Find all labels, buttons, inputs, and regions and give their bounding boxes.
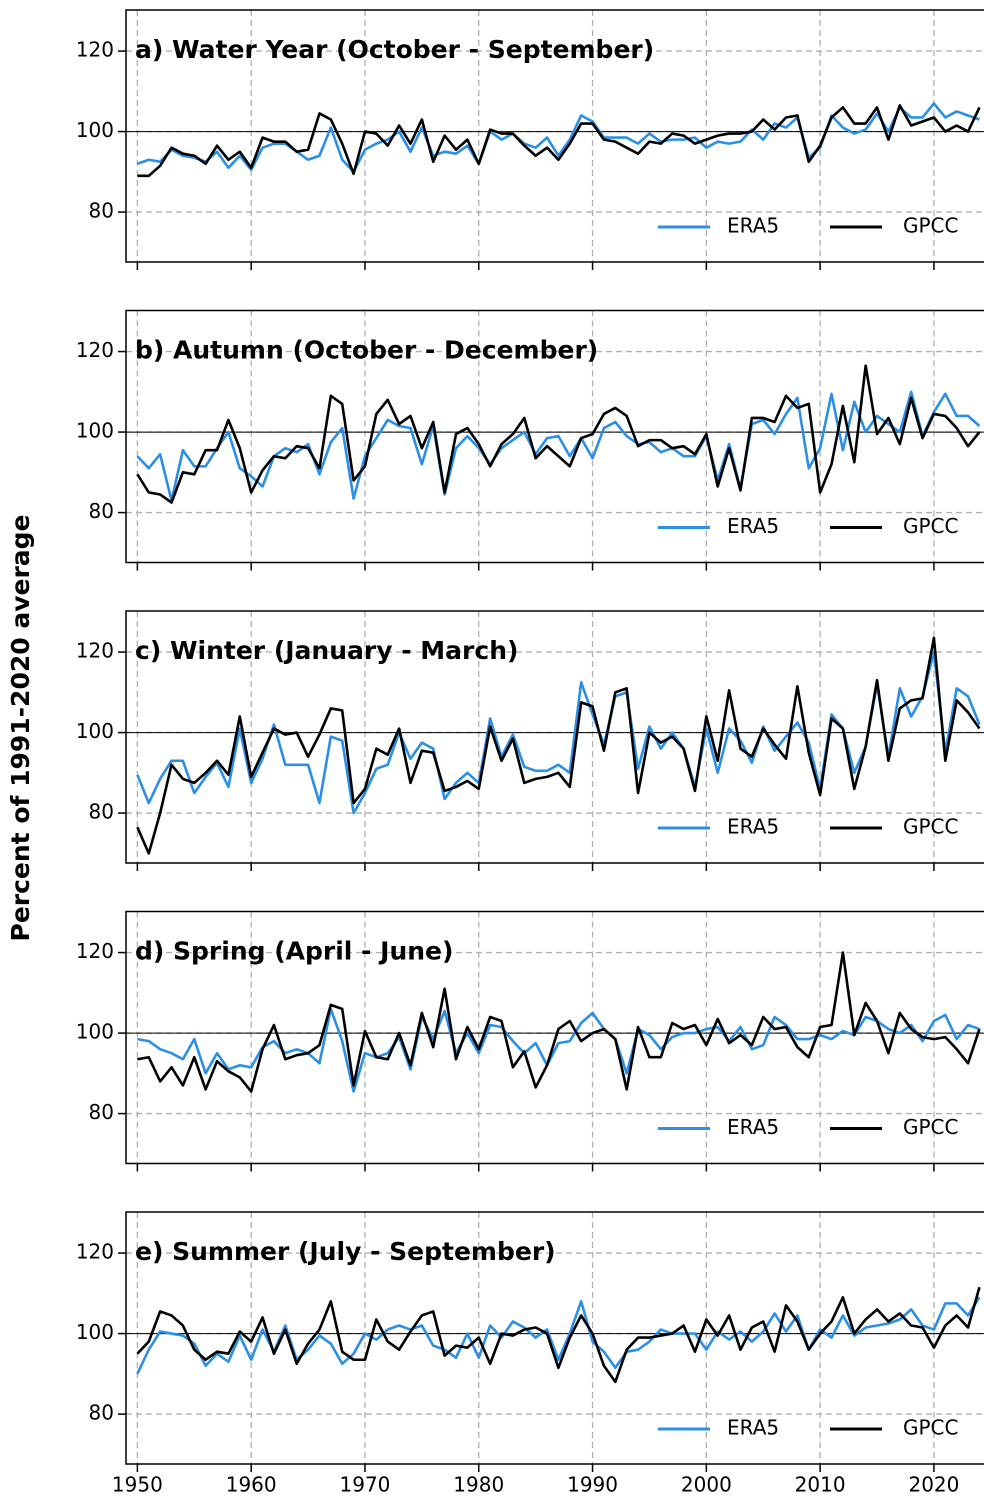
series-line — [136, 1296, 981, 1375]
y-tick-label: 120 — [76, 639, 114, 663]
legend-label: GPCC — [903, 815, 959, 839]
series-line — [136, 390, 981, 502]
x-tick-label: 1990 — [567, 1473, 618, 1497]
series-line — [137, 951, 981, 1093]
axes-frame — [125, 1211, 984, 1465]
y-tick-label: 100 — [76, 118, 114, 142]
y-tick-label: 100 — [76, 719, 114, 743]
y-axis-label: Percent of 1991-2020 average — [6, 514, 35, 941]
x-tick-label: 1970 — [340, 1473, 391, 1497]
y-tick-label: 80 — [89, 1100, 114, 1124]
panel-title: a) Water Year (October - September) — [135, 35, 654, 64]
panel-title: c) Winter (January - March) — [135, 636, 518, 665]
y-tick-label: 80 — [89, 800, 114, 824]
legend-label: ERA5 — [727, 514, 779, 538]
panel: 80 100 120 a) Water Year (October - Septemb… — [76, 9, 984, 270]
legend-label: ERA5 — [727, 1115, 779, 1139]
axes-frame — [125, 910, 984, 1165]
panel: 80 100 120 b) Autumn (October - December) ER… — [76, 309, 984, 571]
panel-title: b) Autumn (October - December) — [135, 336, 598, 365]
panel-title: e) Summer (July - September) — [135, 1237, 556, 1266]
panel: 80 100 120 d) Spring (April - June) ERA5 GPCC — [76, 910, 984, 1172]
y-tick-label: 120 — [76, 1240, 114, 1264]
y-tick-label: 80 — [89, 199, 114, 223]
axes-frame — [125, 610, 984, 864]
x-tick-label: 1980 — [453, 1473, 504, 1497]
legend-label: GPCC — [903, 1416, 959, 1440]
y-tick-label: 80 — [89, 1401, 114, 1425]
legend-label: GPCC — [903, 514, 959, 538]
y-tick-label: 80 — [89, 499, 114, 523]
series-line — [136, 636, 981, 855]
y-tick-label: 100 — [76, 419, 114, 443]
series-line — [136, 364, 981, 504]
y-tick-label: 120 — [76, 939, 114, 963]
panel: 80 100 120 c) Winter (January - March) ERA5 G… — [76, 610, 984, 871]
axes-frame — [125, 9, 984, 263]
y-tick-label: 100 — [76, 1020, 114, 1044]
axes-frame — [125, 309, 984, 564]
x-tick-label: 2000 — [681, 1473, 732, 1497]
series-line — [137, 1007, 980, 1093]
legend-label: ERA5 — [727, 214, 779, 238]
legend-label: GPCC — [903, 1115, 959, 1139]
panel-title: d) Spring (April - June) — [135, 937, 453, 966]
series-line — [137, 104, 981, 178]
legend-label: ERA5 — [727, 1416, 779, 1440]
legend-label: ERA5 — [727, 815, 779, 839]
x-tick-label: 2020 — [908, 1473, 959, 1497]
series-line — [136, 102, 980, 174]
y-tick-label: 120 — [76, 338, 114, 362]
y-tick-label: 100 — [76, 1320, 114, 1344]
y-tick-label: 120 — [76, 38, 114, 62]
x-tick-label: 1950 — [112, 1473, 163, 1497]
x-tick-label: 2010 — [795, 1473, 846, 1497]
legend-label: GPCC — [903, 214, 959, 238]
x-tick-label: 1960 — [226, 1473, 277, 1497]
series-line — [136, 1286, 981, 1384]
panel: 1950 1960 1970 1980 1990 2000 2010 2020 80 100 120… — [76, 1211, 984, 1497]
